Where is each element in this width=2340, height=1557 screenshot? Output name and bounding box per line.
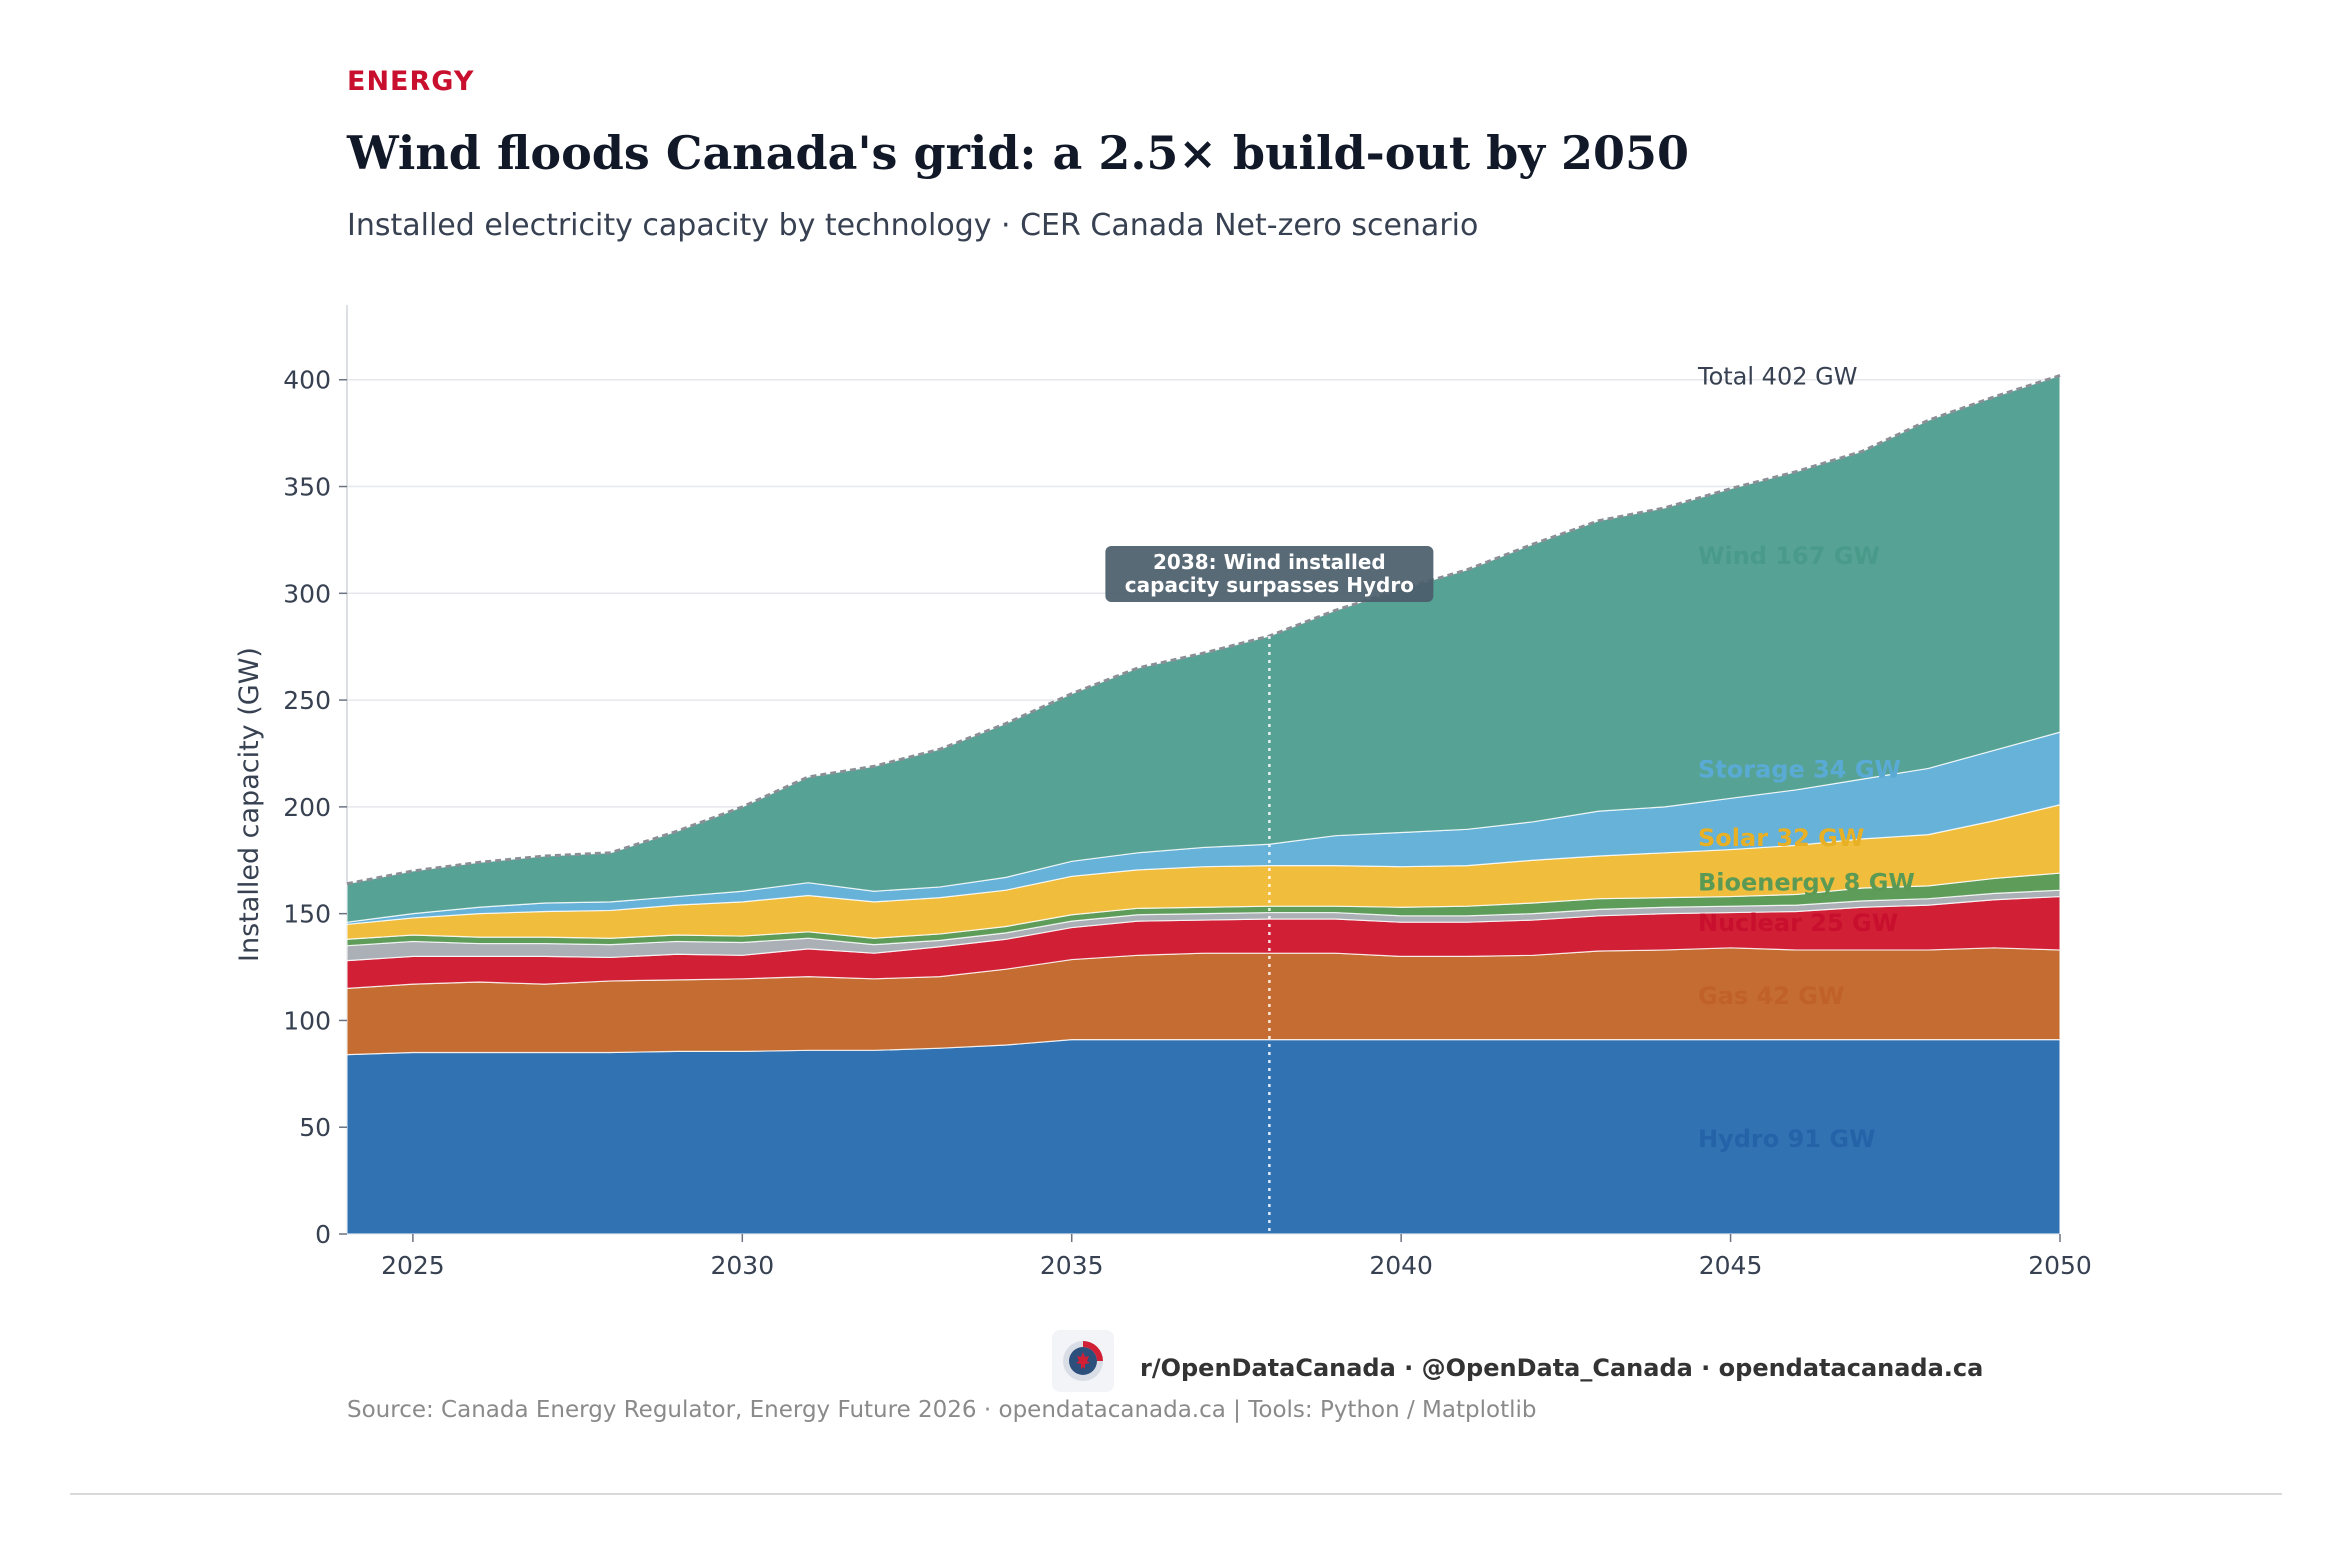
- x-tick-label: 2045: [1699, 1251, 1763, 1280]
- end-label-storage: Storage 34 GW: [1698, 755, 1901, 783]
- end-label-total: Total 402 GW: [1697, 362, 1857, 390]
- end-label-nuclear: Nuclear 25 GW: [1698, 909, 1898, 937]
- y-tick-label: 350: [283, 473, 331, 502]
- end-label-gas: Gas 42 GW: [1698, 982, 1844, 1010]
- y-tick-label: 300: [283, 579, 331, 608]
- end-label-wind: Wind 167 GW: [1698, 542, 1880, 570]
- x-tick-label: 2040: [1369, 1251, 1433, 1280]
- y-tick-label: 400: [283, 366, 331, 395]
- annotation-text-line: 2038: Wind installed: [1153, 550, 1386, 574]
- footer-handles: r/OpenDataCanada · @OpenData_Canada · op…: [1140, 1354, 1984, 1382]
- bottom-divider: [70, 1493, 2282, 1495]
- annotation-text-line: capacity surpasses Hydro: [1125, 573, 1414, 597]
- y-tick-label: 0: [315, 1220, 331, 1249]
- total-outline: [346, 374, 2061, 886]
- opendatacanada-logo-icon: [1052, 1330, 1114, 1392]
- source-note: Source: Canada Energy Regulator, Energy …: [347, 1397, 1537, 1423]
- x-tick-label: 2035: [1040, 1251, 1104, 1280]
- section-kicker: ENERGY: [347, 66, 475, 97]
- end-label-hydro: Hydro 91 GW: [1698, 1125, 1876, 1153]
- y-tick-label: 150: [283, 900, 331, 929]
- page-title: Wind floods Canada's grid: a 2.5× build-…: [347, 126, 1690, 180]
- x-tick-label: 2025: [381, 1251, 445, 1280]
- y-tick-label: 250: [283, 686, 331, 715]
- y-axis-label: Installed capacity (GW): [234, 647, 265, 962]
- y-tick-label: 200: [283, 793, 331, 822]
- x-tick-label: 2030: [710, 1251, 774, 1280]
- chart-subtitle: Installed electricity capacity by techno…: [347, 208, 1479, 243]
- end-label-bioenergy: Bioenergy 8 GW: [1698, 869, 1915, 897]
- annotation-box: [1105, 546, 1434, 603]
- end-label-solar: Solar 32 GW: [1698, 824, 1864, 852]
- y-tick-label: 50: [299, 1113, 331, 1142]
- x-tick-label: 2050: [2028, 1251, 2092, 1280]
- y-tick-label: 100: [283, 1006, 331, 1035]
